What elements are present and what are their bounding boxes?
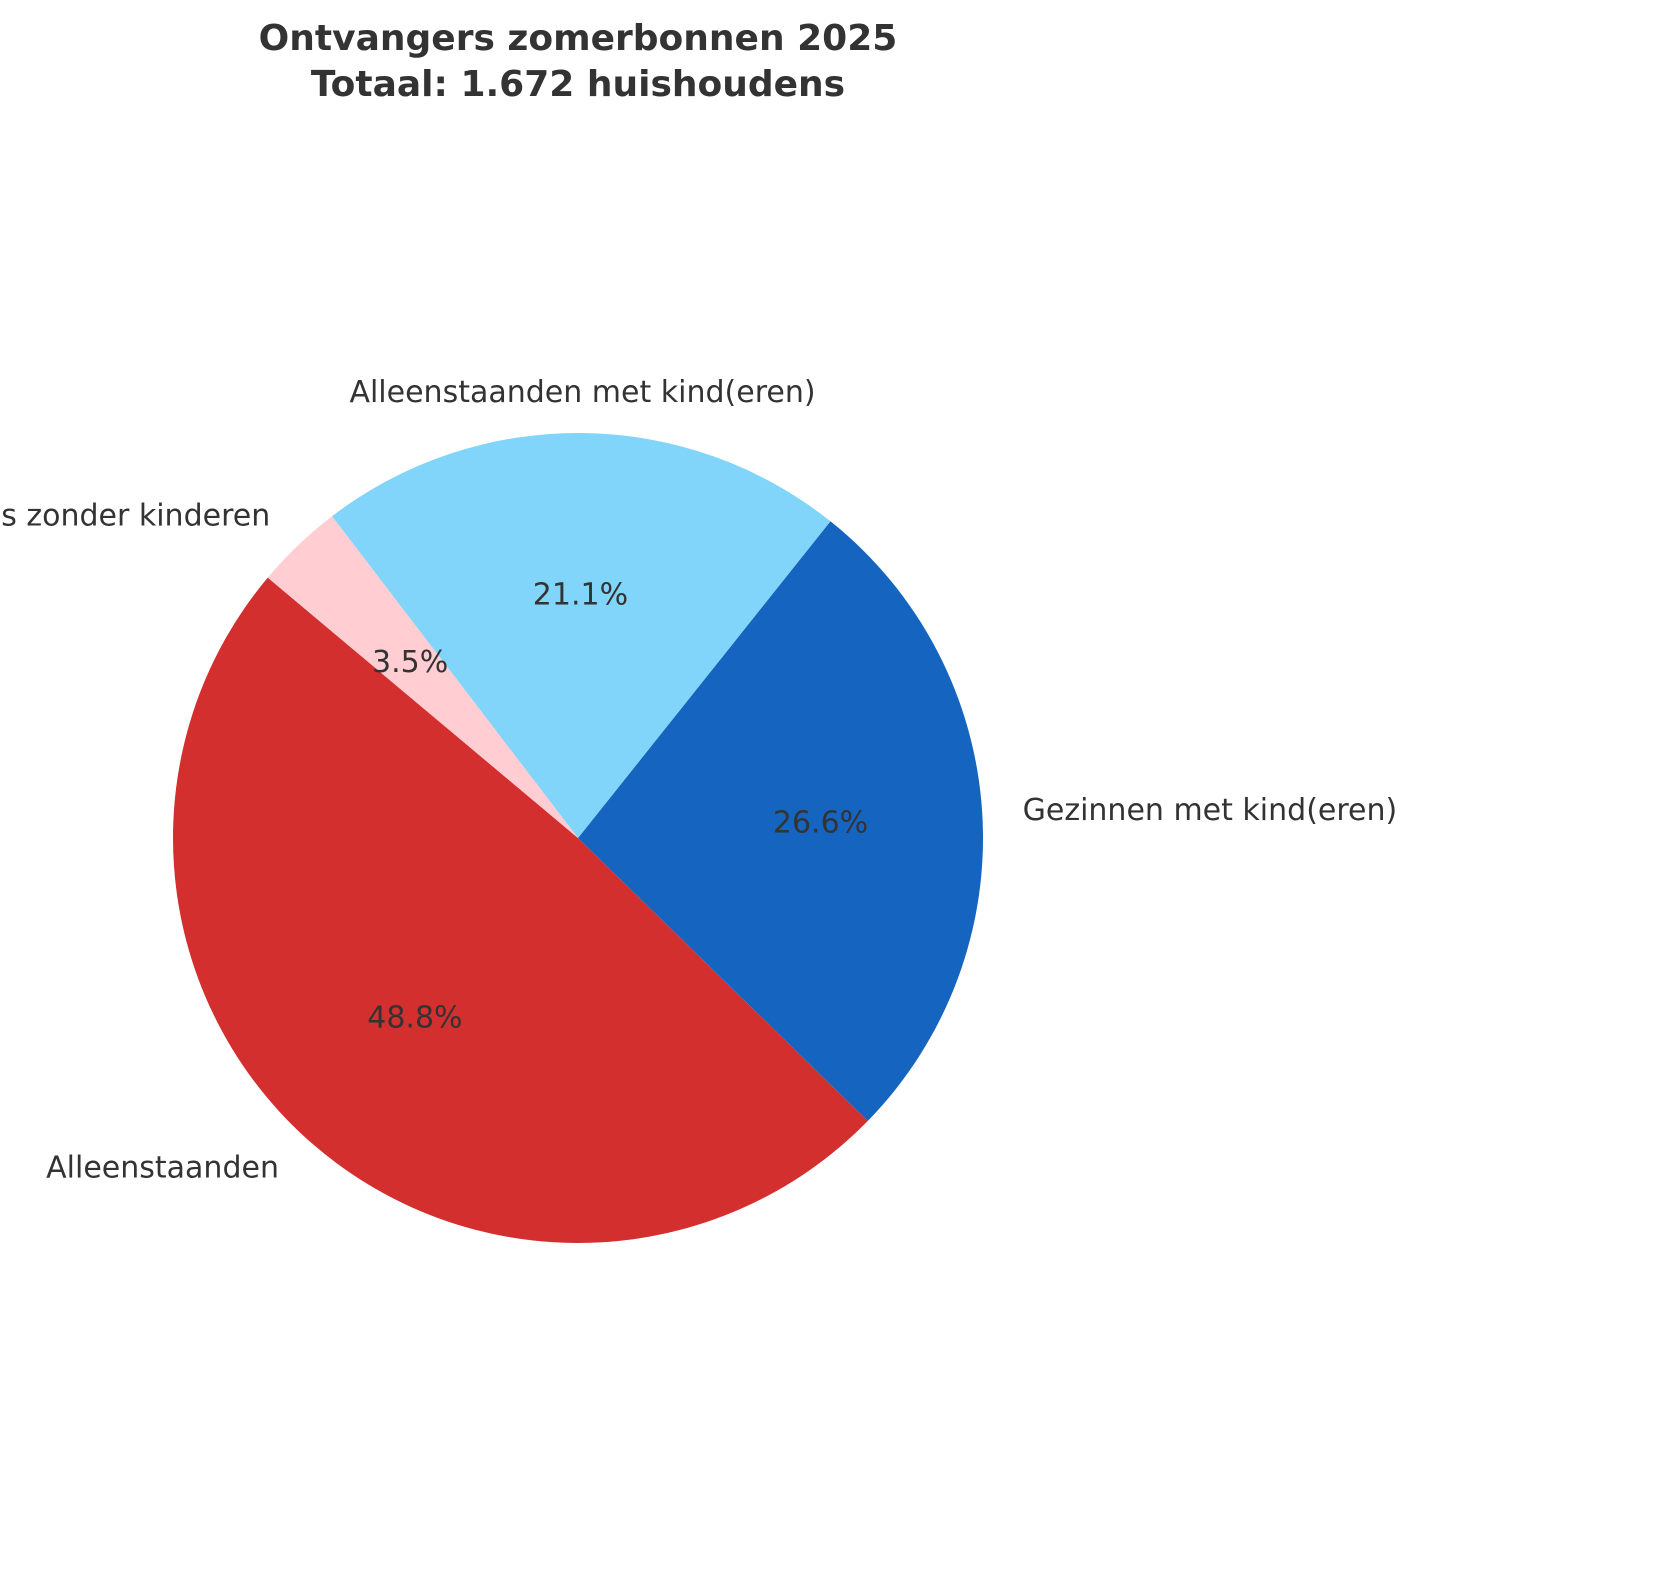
pie-slice-alleenstaanden-met-kind-eren [332,432,831,838]
pie-labels: 48.8% Alleenstaanden 26.6% Gezinnen met kin… [0,375,1397,1186]
pie-percent-label-alleenstaanden-met-kind-eren: 21.1% [533,578,628,613]
chart-subtitle: Totaal: 1.672 huishoudens [311,64,845,105]
pie-category-label-alleenstaanden: Alleenstaanden [46,1151,279,1186]
chart-title: Ontvangers zomerbonnen 2025 [259,18,898,59]
pie-percent-label-gezinnen-met-kind-eren: 26.6% [773,805,868,840]
pie-category-label-gezinnen-met-kind-eren: Gezinnen met kind(eren) [1023,793,1398,828]
pie-slice-meerpersoonshuishoudens-zonder-kinderen [267,516,578,838]
pie-category-label-meerpersoonshuishoudens-zonder-kinderen: Meerpersoonshuishoudens zonder kinderen [0,498,270,533]
pie-percent-label-alleenstaanden: 48.8% [367,1001,462,1036]
pie-percent-label-meerpersoonshuishoudens-zonder-kinderen: 3.5% [372,645,448,680]
pie-category-label-alleenstaanden-met-kind-eren: Alleenstaanden met kind(eren) [349,375,815,410]
pie-slice-alleenstaanden [172,577,868,1244]
pie-slices [172,432,984,1244]
pie-slice-gezinnen-met-kind-eren [578,521,984,1121]
